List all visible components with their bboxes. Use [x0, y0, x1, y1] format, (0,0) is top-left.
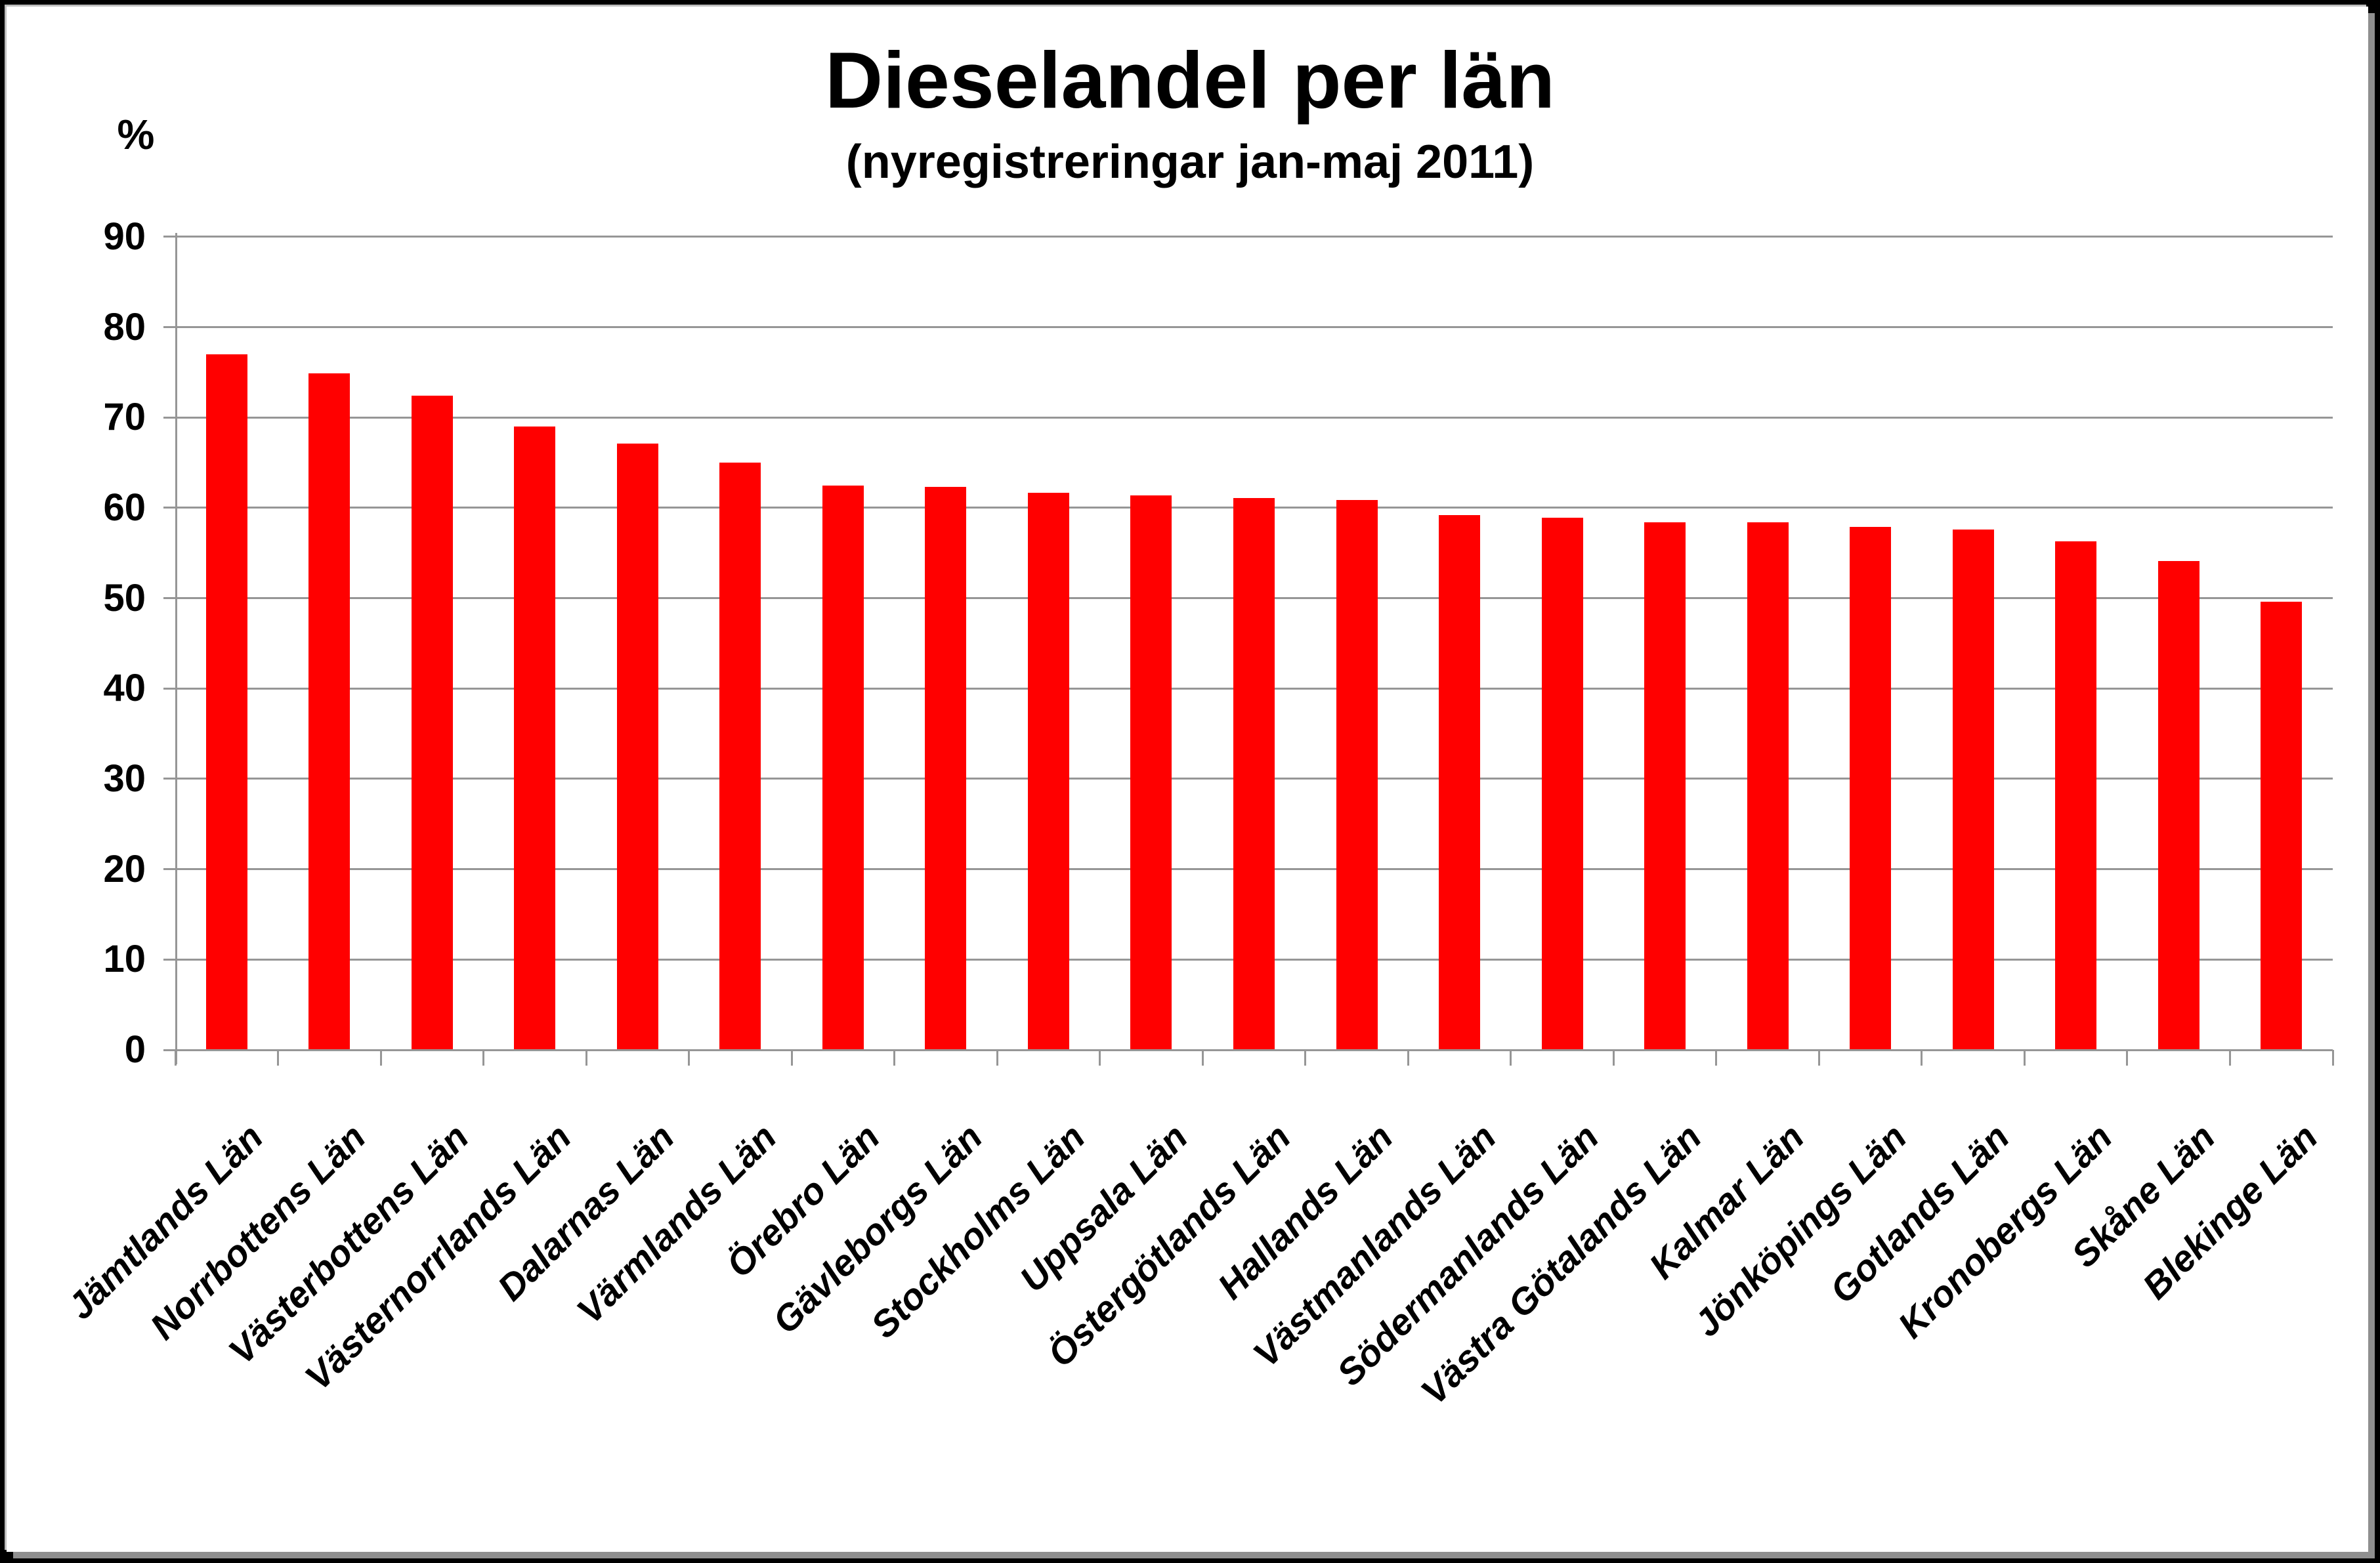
bar — [1541, 518, 1583, 1050]
x-axis-tick — [1510, 1050, 1512, 1066]
x-axis-tick — [2023, 1050, 2026, 1066]
y-axis-tick-label: 40 — [103, 667, 146, 710]
bar — [1130, 495, 1172, 1050]
x-axis-tick — [2331, 1050, 2334, 1066]
y-axis-tick — [163, 597, 175, 600]
bar — [1439, 514, 1481, 1050]
bar — [1233, 497, 1275, 1050]
bar — [1747, 522, 1789, 1050]
bar — [1336, 499, 1378, 1050]
bar — [1952, 530, 1994, 1050]
y-axis-tick-label: 50 — [103, 576, 146, 619]
x-axis-tick — [893, 1050, 896, 1066]
y-axis-tick-label: 0 — [124, 1028, 146, 1071]
y-axis-tick — [163, 958, 175, 961]
chart-title: Dieselandel per län — [825, 35, 1555, 125]
x-axis-tick — [688, 1050, 691, 1066]
y-axis-unit-label: % — [117, 111, 155, 158]
bar — [616, 444, 658, 1050]
y-axis-tick — [163, 778, 175, 780]
bar — [205, 354, 247, 1050]
y-axis-line — [175, 232, 177, 1064]
x-axis-tick — [277, 1050, 280, 1066]
gridline — [175, 416, 2333, 419]
x-axis-line — [163, 1049, 2333, 1051]
y-axis-tick — [163, 868, 175, 871]
bar — [719, 463, 761, 1050]
x-axis-tick — [1715, 1050, 1718, 1066]
chart-subtitle: (nyregistreringar jan-maj 2011) — [845, 136, 1535, 188]
bar — [1644, 522, 1686, 1050]
gridline — [175, 326, 2333, 329]
x-axis-tick — [1304, 1050, 1307, 1066]
bar — [308, 373, 351, 1050]
x-axis-tick — [2126, 1050, 2129, 1066]
y-axis-tick-label: 90 — [103, 215, 146, 258]
y-axis-tick-label: 60 — [103, 486, 146, 529]
x-axis-tick — [174, 1050, 177, 1066]
y-axis-tick-label: 20 — [103, 847, 146, 890]
bar — [2157, 561, 2199, 1050]
gridline — [175, 236, 2333, 238]
x-axis-tick — [1407, 1050, 1409, 1066]
x-axis-tick — [379, 1050, 382, 1066]
x-axis-tick — [996, 1050, 998, 1066]
bar — [1850, 526, 1892, 1050]
bar — [411, 396, 453, 1050]
y-axis-tick — [163, 416, 175, 419]
y-axis-tick-label: 80 — [103, 305, 146, 348]
y-axis-tick — [163, 236, 175, 238]
x-axis-tick — [1921, 1050, 1923, 1066]
bar — [2055, 541, 2097, 1050]
y-axis-tick-label: 10 — [103, 938, 146, 981]
y-axis-tick — [163, 687, 175, 690]
y-axis-tick-label: 30 — [103, 757, 146, 800]
x-axis-tick — [1612, 1050, 1615, 1066]
bar — [2261, 602, 2303, 1050]
bar — [822, 485, 864, 1050]
x-axis-tick — [1099, 1050, 1101, 1066]
y-axis-tick-label: 70 — [103, 396, 146, 439]
x-axis-tick — [482, 1050, 485, 1066]
y-axis-tick — [163, 507, 175, 509]
x-axis-tick — [1817, 1050, 1820, 1066]
y-axis-tick — [163, 326, 175, 329]
bar — [1027, 492, 1069, 1050]
bar — [925, 487, 967, 1050]
x-axis-tick — [2228, 1050, 2231, 1066]
x-axis-tick — [790, 1050, 793, 1066]
x-axis-tick — [585, 1050, 587, 1066]
bar — [514, 427, 556, 1050]
x-axis-tick — [1201, 1050, 1204, 1066]
